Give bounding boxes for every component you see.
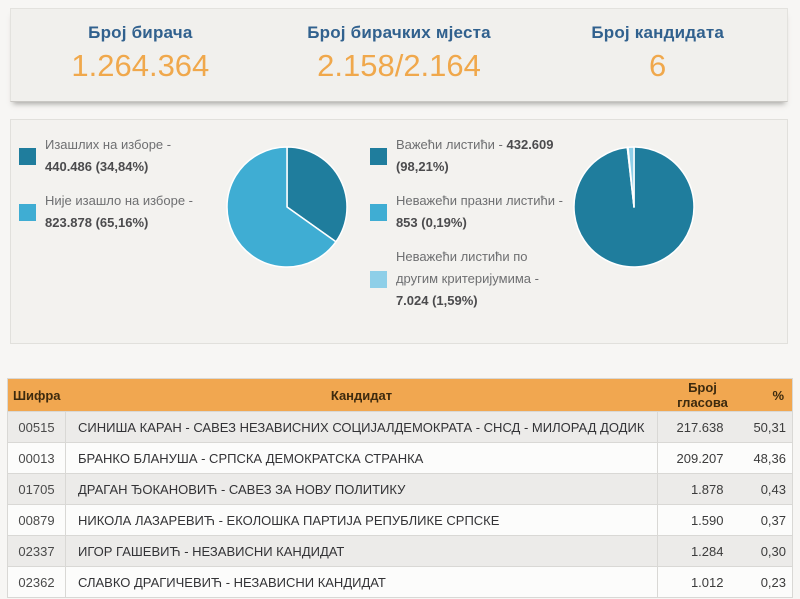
votes-cell: 1.590 bbox=[657, 504, 748, 536]
stat-card-candidates: Број кандидата 6 bbox=[528, 9, 787, 101]
summary-stats-panel: Број бирача 1.264.364 Број бирачких мјес… bbox=[10, 8, 788, 102]
column-header-votes: Број гласова bbox=[657, 378, 748, 412]
legend-label: Изашлих на изборе -440.486 (34,84%) bbox=[45, 137, 172, 174]
stat-value: 2.158/2.164 bbox=[317, 48, 481, 83]
results-table-body: 00515 СИНИША КАРАН - САВЕЗ НЕЗАВИСНИХ СОЦ… bbox=[7, 411, 793, 598]
legend-label: Није изашло на изборе -823.878 (65,16%) bbox=[45, 193, 194, 230]
legend-item: Није изашло на изборе -823.878 (65,16%) bbox=[19, 190, 215, 234]
percent-cell: 48,36 bbox=[747, 442, 793, 474]
results-table: Шифра Кандидат Број гласова % 00515 СИНИШ… bbox=[7, 378, 793, 598]
candidate-code-cell: 00879 bbox=[7, 504, 66, 536]
votes-cell: 1.012 bbox=[657, 566, 748, 598]
legend-item: Важећи листићи - 432.609 (98,21%) bbox=[369, 134, 566, 178]
legend-label: Неважећи листићи по другим критеријумима … bbox=[395, 249, 539, 308]
legend-label: Важећи листићи - 432.609 (98,21%) bbox=[395, 137, 554, 174]
pie-slice[interactable] bbox=[627, 146, 635, 208]
legend-item: Неважећи листићи по другим критеријумима … bbox=[369, 246, 566, 312]
turnout-pie-chart[interactable] bbox=[225, 145, 349, 269]
candidate-name-cell: СЛАВКО ДРАГИЧЕВИЋ - НЕЗАВИСНИ КАНДИДАТ bbox=[65, 566, 658, 598]
percent-cell: 0,23 bbox=[747, 566, 793, 598]
percent-cell: 50,31 bbox=[747, 411, 793, 443]
legend-item: Изашлих на изборе -440.486 (34,84%) bbox=[19, 134, 215, 178]
candidate-code-cell: 00013 bbox=[7, 442, 66, 474]
ballots-chart-group: Важећи листићи - 432.609 (98,21%) Неважећи… bbox=[368, 120, 787, 343]
candidate-name-cell: БРАНКО БЛАНУША - СРПСКА ДЕМОКРАТСКА СТРА… bbox=[65, 442, 658, 474]
candidate-code-cell: 01705 bbox=[7, 473, 66, 505]
percent-cell: 0,30 bbox=[747, 535, 793, 567]
legend-swatch-icon bbox=[19, 203, 36, 221]
stat-card-voters: Број бирача 1.264.364 bbox=[11, 9, 270, 101]
charts-panel: Изашлих на изборе -440.486 (34,84%) Није … bbox=[10, 119, 788, 344]
table-row: 02362 СЛАВКО ДРАГИЧЕВИЋ - НЕЗАВИСНИ КАНДИ… bbox=[7, 566, 793, 598]
table-row: 01705 ДРАГАН ЂОКАНОВИЋ - САВЕЗ ЗА НОВУ ПО… bbox=[7, 473, 793, 505]
pie-slice[interactable] bbox=[286, 146, 348, 243]
column-header-code: Шифра bbox=[7, 378, 66, 412]
votes-cell: 209.207 bbox=[657, 442, 748, 474]
legend-label: Неважећи празни листићи -853 (0,19%) bbox=[395, 193, 563, 230]
ballots-pie-chart[interactable] bbox=[572, 145, 696, 269]
candidate-code-cell: 02337 bbox=[7, 535, 66, 567]
stat-label: Број кандидата bbox=[591, 23, 725, 42]
percent-cell: 0,43 bbox=[747, 473, 793, 505]
legend-item: Неважећи празни листићи -853 (0,19%) bbox=[369, 190, 566, 234]
candidate-name-cell: ДРАГАН ЂОКАНОВИЋ - САВЕЗ ЗА НОВУ ПОЛИТИК… bbox=[65, 473, 658, 505]
table-row: 00879 НИКОЛА ЛАЗАРЕВИЋ - ЕКОЛОШКА ПАРТИЈА… bbox=[7, 504, 793, 536]
turnout-chart-group: Изашлих на изборе -440.486 (34,84%) Није … bbox=[11, 120, 368, 343]
votes-cell: 217.638 bbox=[657, 411, 748, 443]
candidate-code-cell: 02362 bbox=[7, 566, 66, 598]
percent-cell: 0,37 bbox=[747, 504, 793, 536]
stat-value: 6 bbox=[649, 48, 667, 83]
votes-cell: 1.284 bbox=[657, 535, 748, 567]
candidate-name-cell: ИГОР ГАШЕВИЋ - НЕЗАВИСНИ КАНДИДАТ bbox=[65, 535, 658, 567]
legend-swatch-icon bbox=[19, 147, 36, 165]
column-header-candidate: Кандидат bbox=[65, 378, 658, 412]
column-header-percent: % bbox=[747, 378, 793, 412]
candidate-name-cell: НИКОЛА ЛАЗАРЕВИЋ - ЕКОЛОШКА ПАРТИЈА РЕПУ… bbox=[65, 504, 658, 536]
ballots-legend: Важећи листићи - 432.609 (98,21%) Неважећи… bbox=[369, 134, 566, 343]
pie-slice[interactable] bbox=[226, 146, 337, 268]
turnout-legend: Изашлих на изборе -440.486 (34,84%) Није … bbox=[19, 134, 215, 343]
candidate-code-cell: 00515 bbox=[7, 411, 66, 443]
table-row: 00515 СИНИША КАРАН - САВЕЗ НЕЗАВИСНИХ СОЦ… bbox=[7, 411, 793, 443]
table-header-row: Шифра Кандидат Број гласова % bbox=[7, 378, 793, 412]
votes-cell: 1.878 bbox=[657, 473, 748, 505]
stat-value: 1.264.364 bbox=[71, 48, 210, 83]
legend-swatch-icon bbox=[369, 270, 387, 288]
legend-swatch-icon bbox=[369, 203, 387, 221]
stat-label: Број бирача bbox=[88, 23, 193, 42]
table-row: 00013 БРАНКО БЛАНУША - СРПСКА ДЕМОКРАТСКА… bbox=[7, 442, 793, 474]
legend-swatch-icon bbox=[369, 147, 387, 165]
stat-label: Број бирачких мјеста bbox=[307, 23, 491, 42]
table-row: 02337 ИГОР ГАШЕВИЋ - НЕЗАВИСНИ КАНДИДАТ 1.… bbox=[7, 535, 793, 567]
candidate-name-cell: СИНИША КАРАН - САВЕЗ НЕЗАВИСНИХ СОЦИЈАЛД… bbox=[65, 411, 658, 443]
stat-card-polling-stations: Број бирачких мјеста 2.158/2.164 bbox=[270, 9, 529, 101]
